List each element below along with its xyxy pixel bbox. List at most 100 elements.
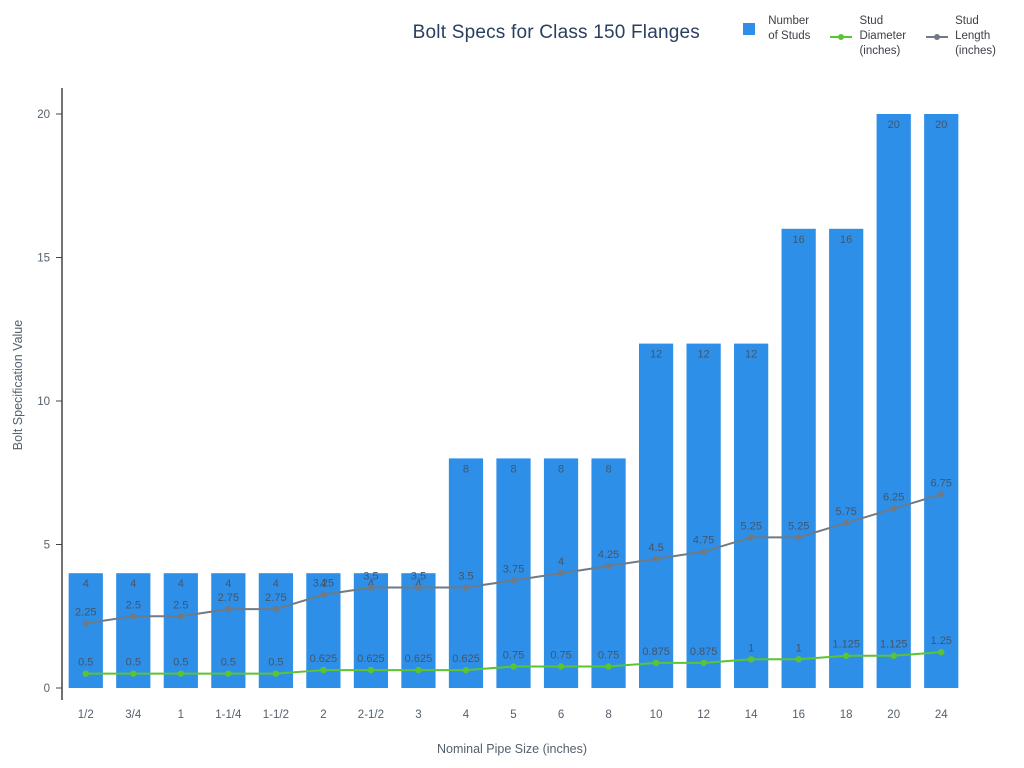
bar-12[interactable] — [686, 343, 721, 688]
data-point[interactable] — [272, 605, 280, 613]
bar-8[interactable] — [591, 458, 626, 688]
bar-value-label: 4 — [320, 578, 326, 590]
data-point[interactable] — [652, 659, 660, 667]
data-point[interactable] — [700, 659, 707, 667]
data-point[interactable] — [842, 519, 850, 527]
line-value-label: 5.75 — [835, 506, 856, 518]
bar-10[interactable] — [638, 343, 674, 688]
bar-1-1/2[interactable] — [258, 573, 293, 688]
bar-3/4[interactable] — [116, 573, 151, 688]
data-point[interactable] — [605, 663, 612, 670]
line-value-label: 1 — [748, 642, 754, 654]
bar-value-label: 8 — [605, 463, 611, 475]
x-tick-label: 1 — [178, 709, 184, 721]
x-tick-label: 2-1/2 — [358, 709, 384, 721]
line-value-label: 0.5 — [173, 657, 188, 669]
bar-value-label: 12 — [697, 349, 709, 361]
bar-1/2[interactable] — [68, 573, 103, 688]
bar-value-label: 12 — [650, 349, 662, 361]
bar-18[interactable] — [829, 228, 864, 689]
line-value-label: 0.625 — [405, 653, 433, 665]
legend: Number of Studs Stud Diameter (inches) Stu… — [739, 14, 996, 60]
y-tick-label: 20 — [37, 109, 50, 121]
data-point[interactable] — [557, 570, 565, 577]
data-point[interactable] — [367, 666, 375, 674]
data-point[interactable] — [82, 620, 89, 627]
x-tick-label: 3 — [415, 709, 421, 721]
data-point[interactable] — [225, 670, 232, 677]
x-tick-label: 18 — [840, 709, 853, 721]
x-tick-label: 16 — [792, 709, 805, 721]
data-point[interactable] — [462, 666, 470, 674]
data-point[interactable] — [272, 670, 280, 677]
data-point[interactable] — [938, 491, 945, 498]
data-point[interactable] — [747, 534, 755, 541]
line-value-label: 0.5 — [126, 657, 141, 669]
data-point[interactable] — [605, 562, 612, 570]
data-point[interactable] — [938, 648, 945, 656]
line-value-label: 0.5 — [78, 657, 93, 669]
data-point[interactable] — [225, 605, 232, 613]
bar-value-label: 20 — [935, 119, 947, 131]
data-point[interactable] — [82, 670, 89, 677]
x-tick-label: 8 — [605, 709, 611, 721]
line-value-label: 0.875 — [642, 646, 670, 658]
data-point[interactable] — [795, 534, 802, 541]
line-value-label: 0.75 — [550, 649, 571, 661]
bar-16[interactable] — [781, 228, 816, 689]
bar-24[interactable] — [924, 114, 959, 688]
data-point[interactable] — [415, 584, 422, 591]
line-value-label: 0.625 — [310, 653, 338, 665]
bar-1[interactable] — [163, 573, 198, 688]
bar-20[interactable] — [876, 114, 911, 688]
data-point[interactable] — [652, 555, 660, 563]
x-tick-label: 1/2 — [78, 709, 94, 721]
bar-4[interactable] — [448, 458, 484, 688]
data-point[interactable] — [320, 666, 327, 674]
data-point[interactable] — [415, 666, 422, 674]
data-point[interactable] — [842, 652, 850, 659]
legend-item-2[interactable]: Stud Length (inches) — [926, 14, 996, 60]
line-value-label: 6.25 — [883, 492, 904, 504]
line-value-label: 3.5 — [458, 571, 473, 583]
x-axis-title: Nominal Pipe Size (inches) — [436, 742, 588, 756]
data-point[interactable] — [890, 505, 897, 512]
bar-value-label: 8 — [558, 463, 564, 475]
data-point[interactable] — [890, 652, 897, 659]
data-point[interactable] — [700, 548, 707, 555]
data-point[interactable] — [510, 663, 517, 670]
chart-title: Bolt Specs for Class 150 Flanges — [412, 22, 700, 43]
data-point[interactable] — [177, 613, 185, 620]
line-value-label: 3.5 — [411, 571, 426, 583]
data-point[interactable] — [130, 613, 137, 620]
data-point[interactable] — [557, 663, 565, 670]
line-value-label: 0.625 — [452, 653, 480, 665]
x-tick-label: 4 — [463, 709, 470, 721]
line-value-label: 0.5 — [221, 657, 236, 669]
data-point[interactable] — [367, 584, 375, 591]
x-tick-label: 12 — [697, 709, 710, 721]
x-tick-label: 3/4 — [125, 709, 142, 721]
bar-value-label: 4 — [178, 578, 184, 590]
data-point[interactable] — [510, 577, 517, 584]
bar-value-label: 20 — [888, 119, 900, 131]
line-value-label: 2.5 — [173, 599, 188, 611]
data-point[interactable] — [320, 591, 327, 598]
legend-label: Number of Studs — [768, 15, 811, 43]
bar-value-label: 4 — [273, 578, 279, 590]
y-tick-label: 10 — [37, 396, 50, 408]
line-value-label: 1 — [796, 642, 802, 654]
bar-14[interactable] — [734, 343, 769, 688]
legend-item-1[interactable]: Stud Diameter (inches) — [830, 14, 906, 60]
line-value-label: 1.125 — [832, 639, 860, 651]
data-point[interactable] — [130, 670, 137, 677]
x-tick-label: 2 — [320, 709, 326, 721]
data-point[interactable] — [795, 656, 802, 663]
bar-1-1/4[interactable] — [211, 573, 246, 688]
data-point[interactable] — [177, 670, 185, 677]
data-point[interactable] — [747, 656, 755, 663]
data-point[interactable] — [462, 584, 470, 591]
bar-5[interactable] — [496, 458, 531, 688]
legend-item-0[interactable]: Number of Studs — [739, 14, 810, 44]
